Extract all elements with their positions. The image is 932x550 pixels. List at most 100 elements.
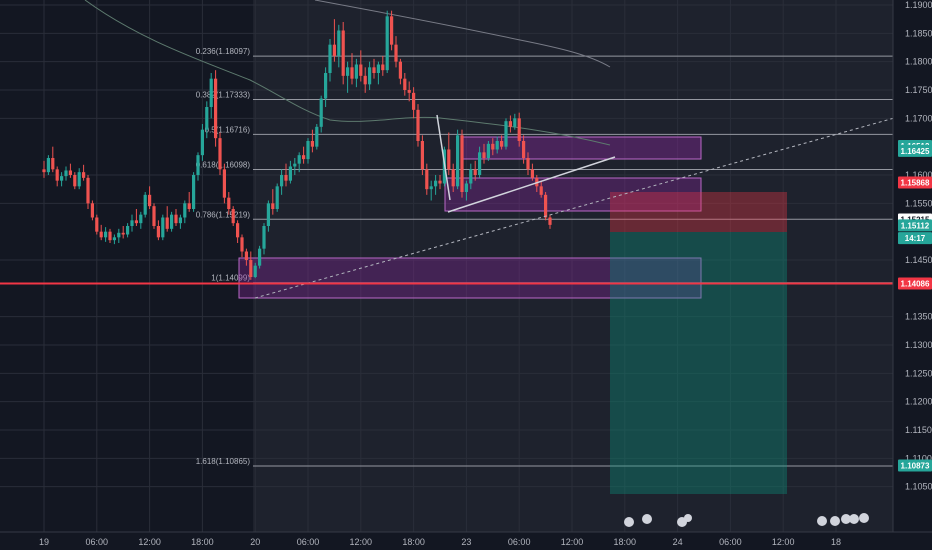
candle-body[interactable] (539, 186, 543, 195)
candle-body[interactable] (187, 203, 191, 209)
candle-body[interactable] (196, 155, 200, 175)
candle-body[interactable] (55, 169, 59, 181)
event-icon[interactable] (624, 517, 634, 527)
candle-body[interactable] (513, 118, 517, 127)
candle-body[interactable] (332, 44, 336, 56)
event-icon[interactable] (841, 514, 851, 524)
candle-body[interactable] (434, 180, 438, 187)
candle-body[interactable] (500, 141, 504, 147)
candle-body[interactable] (174, 214, 178, 224)
candle-body[interactable] (249, 260, 253, 277)
candle-body[interactable] (161, 217, 165, 238)
candle-body[interactable] (134, 220, 138, 224)
candle-body[interactable] (464, 183, 468, 193)
candle-body[interactable] (209, 78, 213, 107)
candle-body[interactable] (390, 16, 394, 45)
candle-body[interactable] (51, 158, 55, 170)
candle-body[interactable] (104, 231, 108, 238)
candle-body[interactable] (469, 169, 473, 184)
candle-body[interactable] (266, 203, 270, 226)
candle-body[interactable] (302, 155, 306, 160)
candle-body[interactable] (310, 141, 314, 147)
candle-body[interactable] (214, 78, 218, 139)
candle-body[interactable] (236, 223, 240, 238)
candle-body[interactable] (73, 175, 77, 187)
candle-body[interactable] (200, 129, 204, 156)
candle-body[interactable] (112, 237, 116, 241)
candle-body[interactable] (117, 232, 121, 238)
candle-body[interactable] (359, 64, 363, 76)
candle-body[interactable] (64, 170, 68, 177)
candle-body[interactable] (139, 214, 143, 224)
candle-body[interactable] (376, 64, 380, 74)
candle-body[interactable] (68, 170, 72, 175)
candle-body[interactable] (517, 118, 521, 141)
candle-body[interactable] (271, 203, 275, 209)
candle-body[interactable] (183, 203, 187, 218)
event-icon[interactable] (817, 516, 827, 526)
event-icon[interactable] (859, 513, 869, 523)
candle-body[interactable] (495, 141, 499, 150)
candle-body[interactable] (126, 226, 130, 235)
candle-body[interactable] (218, 138, 222, 170)
candle-body[interactable] (544, 194, 548, 218)
candle-body[interactable] (486, 143, 490, 158)
event-icon[interactable] (642, 514, 652, 524)
candle-body[interactable] (227, 197, 231, 209)
candle-body[interactable] (99, 231, 103, 238)
candle-body[interactable] (412, 92, 416, 110)
candle-body[interactable] (262, 226, 266, 249)
candle-body[interactable] (165, 217, 169, 229)
candle-body[interactable] (354, 64, 358, 79)
candle-body[interactable] (324, 73, 328, 99)
candle-body[interactable] (258, 248, 262, 266)
candle-body[interactable] (451, 169, 455, 187)
candle-body[interactable] (385, 16, 389, 71)
candle-body[interactable] (82, 172, 86, 178)
candle-body[interactable] (416, 109, 420, 141)
candle-body[interactable] (438, 180, 442, 184)
candle-body[interactable] (526, 158, 530, 170)
candle-body[interactable] (482, 152, 486, 158)
candle-body[interactable] (491, 143, 495, 150)
candle-body[interactable] (205, 107, 209, 130)
candle-body[interactable] (407, 90, 411, 93)
candle-body[interactable] (231, 209, 235, 224)
candle-body[interactable] (108, 231, 112, 241)
candle-body[interactable] (328, 44, 332, 73)
candle-body[interactable] (222, 169, 226, 198)
candle-body[interactable] (90, 203, 94, 218)
trendline-solid[interactable] (447, 156, 616, 213)
event-icon[interactable] (684, 514, 692, 522)
candle-body[interactable] (244, 251, 248, 261)
candle-body[interactable] (192, 175, 196, 209)
candle-body[interactable] (275, 186, 279, 209)
candle-body[interactable] (170, 214, 174, 229)
candle-body[interactable] (346, 67, 350, 76)
trendline-dashed[interactable] (254, 114, 906, 299)
candle-body[interactable] (178, 217, 182, 224)
candle-body[interactable] (284, 175, 288, 181)
candle-body[interactable] (530, 169, 534, 178)
candle-body[interactable] (398, 61, 402, 79)
candle-body[interactable] (350, 67, 354, 79)
candle-body[interactable] (130, 220, 134, 226)
candle-body[interactable] (121, 232, 125, 235)
candle-body[interactable] (156, 226, 160, 238)
candle-body[interactable] (60, 176, 64, 181)
candle-body[interactable] (522, 141, 526, 158)
time-axis[interactable]: 19 06:00 12:00 18:00 20 06:00 12:00 18:00 23 06:0… (0, 531, 932, 547)
candle-body[interactable] (420, 141, 424, 170)
trendline-short[interactable] (436, 114, 451, 201)
candle-body[interactable] (429, 186, 433, 190)
candle-body[interactable] (368, 67, 372, 85)
candle-body[interactable] (478, 152, 482, 175)
candle-body[interactable] (77, 172, 81, 187)
candle-body[interactable] (381, 64, 385, 71)
candle-body[interactable] (456, 135, 460, 187)
candle-body[interactable] (473, 169, 477, 175)
candle-body[interactable] (508, 121, 512, 127)
candle-body[interactable] (240, 237, 244, 252)
candle-body[interactable] (315, 126, 319, 147)
